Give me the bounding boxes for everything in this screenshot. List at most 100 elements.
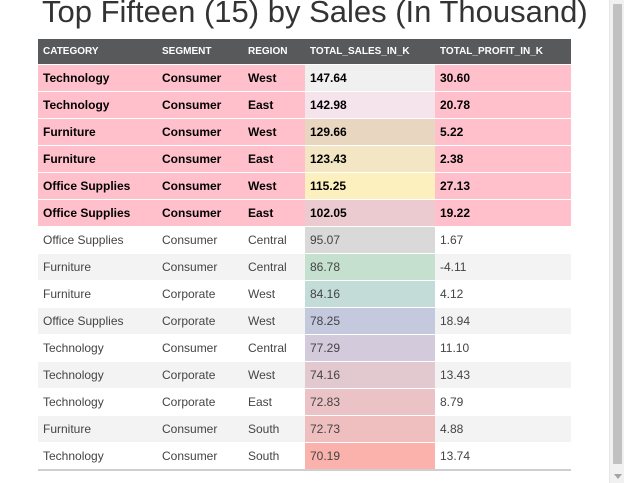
cell-total-profit: 13.74 xyxy=(435,442,571,471)
cell-total-profit: 27.13 xyxy=(435,172,571,200)
cell-total-profit: 30.60 xyxy=(435,64,571,92)
cell-region: South xyxy=(243,442,305,471)
cell-region: West xyxy=(243,64,305,92)
table-row[interactable]: Office Supplies Consumer West 115.25 27.13 xyxy=(38,172,571,200)
cell-total-sales: 74.16 xyxy=(305,361,435,389)
table-row[interactable]: Furniture Consumer South 72.73 4.88 xyxy=(38,415,571,443)
cell-segment: Consumer xyxy=(157,442,243,471)
cell-total-sales: 84.16 xyxy=(305,280,435,308)
header-total-sales[interactable]: TOTAL_SALES_IN_K xyxy=(305,39,435,65)
cell-segment: Consumer xyxy=(157,172,243,200)
cell-segment: Consumer xyxy=(157,226,243,254)
cell-region: West xyxy=(243,307,305,335)
cell-total-sales: 102.05 xyxy=(305,199,435,227)
header-total-profit[interactable]: TOTAL_PROFIT_IN_K xyxy=(435,39,571,65)
cell-total-sales: 72.73 xyxy=(305,415,435,443)
scroll-down-arrow-icon[interactable] xyxy=(614,474,622,479)
cell-region: West xyxy=(243,361,305,389)
table-row[interactable]: Technology Consumer South 70.19 13.74 xyxy=(38,442,571,471)
table-row[interactable]: Furniture Consumer West 129.66 5.22 xyxy=(38,118,571,146)
table-row[interactable]: Technology Corporate East 72.83 8.79 xyxy=(38,388,571,416)
cell-segment: Consumer xyxy=(157,91,243,119)
cell-total-sales: 70.19 xyxy=(305,442,435,471)
cell-category: Office Supplies xyxy=(38,172,157,200)
cell-total-sales: 123.43 xyxy=(305,145,435,173)
cell-region: South xyxy=(243,415,305,443)
table-row[interactable]: Furniture Corporate West 84.16 4.12 xyxy=(38,280,571,308)
cell-category: Technology xyxy=(38,442,157,471)
cell-region: Central xyxy=(243,226,305,254)
sales-table-container: CATEGORY SEGMENT REGION TOTAL_SALES_IN_K… xyxy=(38,39,571,471)
cell-region: West xyxy=(243,172,305,200)
cell-category: Furniture xyxy=(38,280,157,308)
cell-total-sales: 142.98 xyxy=(305,91,435,119)
cell-segment: Corporate xyxy=(157,361,243,389)
cell-region: Central xyxy=(243,253,305,281)
vertical-scrollbar[interactable] xyxy=(609,0,624,483)
cell-total-profit: 4.88 xyxy=(435,415,571,443)
table-row[interactable]: Office Supplies Consumer Central 95.07 1.67 xyxy=(38,226,571,254)
cell-category: Furniture xyxy=(38,118,157,146)
cell-total-profit: 11.10 xyxy=(435,334,571,362)
cell-total-profit: 1.67 xyxy=(435,226,571,254)
cell-total-profit: 20.78 xyxy=(435,91,571,119)
table-row[interactable]: Technology Consumer West 147.64 30.60 xyxy=(38,64,571,92)
sales-table: CATEGORY SEGMENT REGION TOTAL_SALES_IN_K… xyxy=(38,39,571,471)
cell-region: West xyxy=(243,118,305,146)
cell-segment: Corporate xyxy=(157,388,243,416)
cell-total-sales: 86.78 xyxy=(305,253,435,281)
cell-category: Furniture xyxy=(38,253,157,281)
cell-total-sales: 72.83 xyxy=(305,388,435,416)
cell-segment: Consumer xyxy=(157,199,243,227)
cell-category: Furniture xyxy=(38,415,157,443)
header-segment[interactable]: SEGMENT xyxy=(157,39,243,65)
cell-category: Office Supplies xyxy=(38,226,157,254)
header-row: CATEGORY SEGMENT REGION TOTAL_SALES_IN_K… xyxy=(38,39,571,65)
cell-total-profit: -4.11 xyxy=(435,253,571,281)
cell-total-profit: 18.94 xyxy=(435,307,571,335)
cell-region: West xyxy=(243,280,305,308)
table-header: CATEGORY SEGMENT REGION TOTAL_SALES_IN_K… xyxy=(38,39,571,65)
table-row[interactable]: Furniture Consumer East 123.43 2.38 xyxy=(38,145,571,173)
table-row[interactable]: Office Supplies Consumer East 102.05 19.22 xyxy=(38,199,571,227)
table-row[interactable]: Technology Consumer Central 77.29 11.10 xyxy=(38,334,571,362)
cell-total-profit: 8.79 xyxy=(435,388,571,416)
cell-segment: Consumer xyxy=(157,118,243,146)
cell-total-sales: 78.25 xyxy=(305,307,435,335)
cell-category: Furniture xyxy=(38,145,157,173)
cell-region: Central xyxy=(243,334,305,362)
cell-category: Office Supplies xyxy=(38,199,157,227)
cell-total-profit: 13.43 xyxy=(435,361,571,389)
cell-segment: Corporate xyxy=(157,307,243,335)
table-row[interactable]: Technology Consumer East 142.98 20.78 xyxy=(38,91,571,119)
cell-segment: Consumer xyxy=(157,334,243,362)
header-category[interactable]: CATEGORY xyxy=(38,39,157,65)
cell-segment: Corporate xyxy=(157,280,243,308)
scrollbar-thumb[interactable] xyxy=(613,4,622,464)
cell-total-profit: 4.12 xyxy=(435,280,571,308)
cell-category: Technology xyxy=(38,388,157,416)
cell-category: Technology xyxy=(38,334,157,362)
table-row[interactable]: Furniture Consumer Central 86.78 -4.11 xyxy=(38,253,571,281)
table-row[interactable]: Office Supplies Corporate West 78.25 18.94 xyxy=(38,307,571,335)
cell-total-profit: 19.22 xyxy=(435,199,571,227)
cell-category: Technology xyxy=(38,361,157,389)
table-row[interactable]: Technology Corporate West 74.16 13.43 xyxy=(38,361,571,389)
table-body: Technology Consumer West 147.64 30.60 Technol… xyxy=(38,64,571,471)
cell-region: East xyxy=(243,145,305,173)
cell-region: East xyxy=(243,199,305,227)
cell-region: East xyxy=(243,388,305,416)
cell-segment: Consumer xyxy=(157,415,243,443)
cell-total-sales: 129.66 xyxy=(305,118,435,146)
cell-segment: Consumer xyxy=(157,64,243,92)
header-region[interactable]: REGION xyxy=(243,39,305,65)
cell-category: Technology xyxy=(38,64,157,92)
cell-category: Office Supplies xyxy=(38,307,157,335)
cell-segment: Consumer xyxy=(157,253,243,281)
cell-total-profit: 5.22 xyxy=(435,118,571,146)
cell-total-profit: 2.38 xyxy=(435,145,571,173)
cell-total-sales: 147.64 xyxy=(305,64,435,92)
cell-total-sales: 115.25 xyxy=(305,172,435,200)
cell-region: East xyxy=(243,91,305,119)
cell-total-sales: 77.29 xyxy=(305,334,435,362)
